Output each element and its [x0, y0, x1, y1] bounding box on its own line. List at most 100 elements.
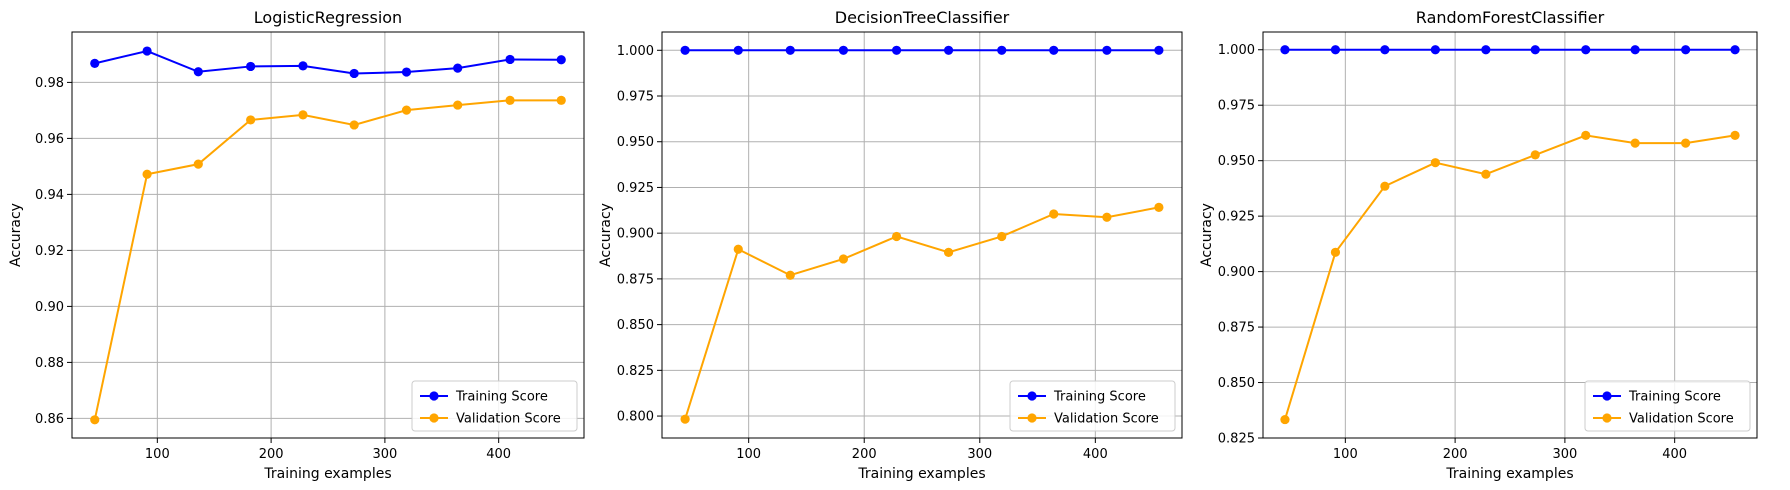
data-point [1154, 45, 1164, 55]
data-point [1481, 169, 1491, 179]
data-point [680, 45, 690, 55]
legend-marker [1027, 391, 1037, 401]
y-tick-label: 0.925 [617, 181, 654, 196]
data-point [556, 55, 566, 65]
data-point [298, 61, 308, 71]
y-tick-label: 0.98 [35, 76, 64, 91]
legend: Training Score Validation Score [411, 380, 578, 432]
data-point [505, 95, 515, 105]
data-point [733, 45, 743, 55]
chart-panel: 100 200 300 400 0.825 0.850 0.875 0.900 0.925 0.9… [1199, 8, 1758, 482]
legend-marker [429, 413, 439, 423]
data-point [1730, 130, 1740, 140]
data-point [1530, 150, 1540, 160]
data-point [90, 415, 100, 425]
chart-title: DecisionTreeClassifier [835, 8, 1010, 27]
y-tick-label: 0.950 [617, 135, 654, 150]
data-point [1630, 138, 1640, 148]
data-point [453, 63, 463, 73]
legend-label: Training Score [1628, 390, 1721, 405]
series-line [94, 49, 562, 75]
data-point [1630, 45, 1640, 55]
data-point [349, 120, 359, 130]
data-point [1581, 130, 1591, 140]
data-point [556, 95, 566, 105]
data-point [1049, 45, 1059, 55]
x-tick-label: 300 [372, 447, 397, 462]
y-tick-label: 0.94 [35, 188, 64, 203]
data-point [838, 254, 849, 264]
data-point [1049, 209, 1059, 219]
data-point [1280, 414, 1290, 425]
y-tick-label: 0.900 [617, 227, 654, 242]
data-point [1481, 45, 1491, 55]
y-tick-label: 0.950 [1218, 154, 1255, 169]
data-point [891, 45, 902, 55]
data-point [943, 247, 954, 257]
y-tick-label: 0.850 [617, 318, 654, 333]
y-tick-label: 1.000 [1218, 43, 1255, 58]
legend-marker [1027, 413, 1037, 423]
series-line [684, 206, 1160, 420]
y-tick-label: 0.90 [35, 300, 64, 315]
series-line [93, 99, 562, 421]
legend-label: Validation Score [1054, 412, 1159, 427]
y-tick-label: 0.88 [35, 356, 64, 371]
legend-marker [1602, 391, 1612, 401]
legend-box [411, 380, 578, 432]
y-tick-label: 0.900 [1218, 265, 1255, 280]
data-point [1102, 45, 1112, 55]
x-tick-label: 100 [145, 447, 170, 462]
y-tick-label: 0.850 [1218, 376, 1255, 391]
data-point [246, 61, 256, 72]
data-point [298, 110, 308, 120]
x-tick-label: 200 [259, 447, 284, 462]
y-tick-label: 0.825 [1218, 432, 1255, 447]
y-tick-label: 0.96 [35, 132, 64, 147]
x-tick-label: 400 [1083, 447, 1108, 462]
data-point [785, 270, 795, 280]
y-tick-label: 0.975 [617, 90, 654, 105]
data-point [1681, 138, 1691, 148]
x-tick-label: 400 [1662, 447, 1687, 462]
y-tick-label: 0.925 [1218, 210, 1255, 225]
axes-frame [1262, 31, 1758, 439]
data-point [1280, 45, 1290, 55]
data-point [1530, 45, 1540, 55]
data-point [505, 54, 515, 65]
data-point [1581, 45, 1591, 55]
legend-label: Validation Score [456, 412, 561, 427]
axes-frame [661, 31, 1183, 439]
data-point [1730, 45, 1740, 55]
data-point [785, 45, 795, 55]
legend-marker [1602, 413, 1612, 423]
legend: Training Score Validation Score [1009, 380, 1176, 432]
data-point [997, 45, 1007, 55]
legend-marker [429, 391, 439, 401]
legend-box [1584, 380, 1751, 432]
x-axis-label: Training examples [1445, 466, 1573, 482]
data-point [943, 45, 954, 55]
y-tick-label: 0.875 [1218, 321, 1255, 336]
y-tick-label: 0.92 [35, 244, 64, 259]
data-point [246, 115, 256, 125]
legend-label: Training Score [1053, 390, 1146, 405]
data-point [90, 58, 100, 68]
chart-title: LogisticRegression [254, 8, 402, 27]
data-point [1154, 202, 1164, 212]
x-tick-label: 300 [1552, 447, 1577, 462]
data-point [193, 159, 203, 169]
data-point [401, 67, 412, 77]
data-point [1330, 247, 1341, 257]
data-point [1430, 158, 1440, 168]
x-tick-label: 400 [486, 447, 511, 462]
data-point [1380, 45, 1390, 55]
data-point [401, 105, 412, 115]
data-point [1380, 181, 1390, 191]
y-axis-label: Accuracy [1199, 203, 1215, 267]
y-axis-label: Accuracy [598, 203, 614, 267]
data-point [1430, 45, 1440, 55]
data-point [997, 231, 1007, 242]
x-axis-label: Training examples [857, 466, 985, 482]
data-point [453, 100, 463, 110]
